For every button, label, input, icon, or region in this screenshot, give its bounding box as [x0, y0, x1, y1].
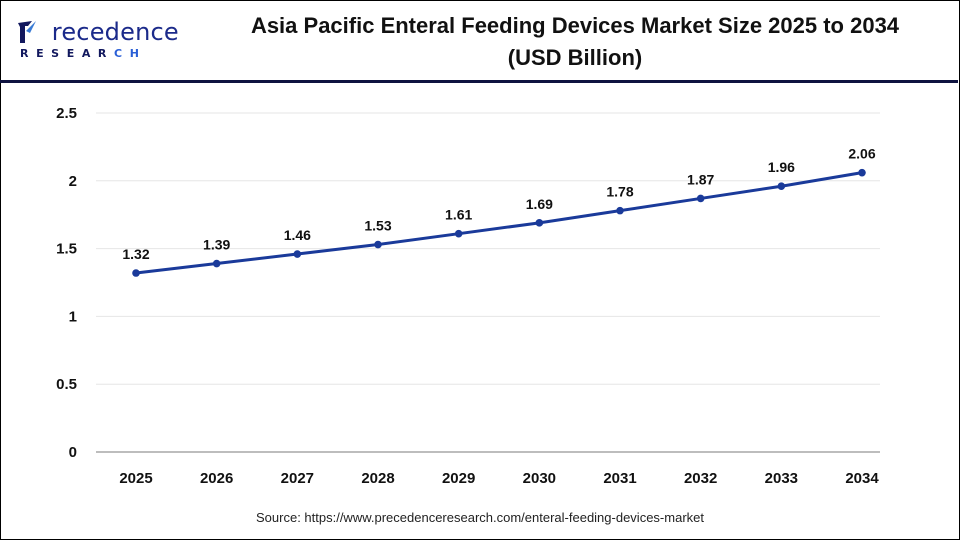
- x-tick-label: 2027: [281, 470, 314, 487]
- y-tick-label: 2.5: [56, 105, 77, 122]
- series-line: [135, 171, 863, 275]
- data-labels: 1.32 1.39 1.46 1.53 1.61 1.69 1.78 1.87 1.96 2.06: [122, 146, 875, 262]
- data-point: [374, 240, 382, 249]
- x-tick-label: 2030: [523, 470, 556, 487]
- chart-subtitle: (USD Billion): [507, 45, 643, 70]
- data-point: [212, 259, 221, 268]
- data-label: 1.61: [445, 207, 472, 223]
- data-point: [777, 182, 786, 191]
- source-text: Source: https://www.precedenceresearch.c…: [256, 510, 704, 525]
- chart-title: Asia Pacific Enteral Feeding Devices Mar…: [190, 10, 960, 74]
- data-point: [858, 168, 866, 177]
- x-tick-label: 2029: [442, 470, 475, 487]
- x-tick-label: 2028: [361, 470, 394, 487]
- data-point: [535, 219, 544, 227]
- data-label: 2.06: [848, 146, 875, 162]
- data-point: [696, 194, 705, 203]
- data-label: 1.87: [687, 171, 714, 187]
- data-label: 1.69: [526, 196, 553, 212]
- x-tick-label: 2026: [200, 470, 233, 487]
- x-tick-label: 2032: [684, 470, 717, 487]
- gridlines: [96, 112, 880, 385]
- data-label: 1.39: [203, 237, 230, 253]
- data-point: [293, 250, 302, 258]
- data-point: [132, 269, 140, 277]
- leaf-p-logo-icon: [18, 21, 36, 43]
- data-point: [616, 206, 624, 215]
- y-tick-label: 2: [69, 173, 77, 190]
- x-tick-label: 2025: [119, 470, 152, 487]
- x-tick-label: 2033: [765, 470, 798, 487]
- data-label: 1.78: [606, 184, 633, 200]
- x-axis-ticks: 2025 2026 2027 2028 2029 2030 2031 2032 2033 2034: [119, 470, 879, 487]
- y-tick-label: 0: [69, 444, 77, 461]
- precedence-research-logo: Precedence RESEARCH: [16, 18, 179, 66]
- data-points: [132, 168, 866, 277]
- data-label: 1.32: [122, 246, 149, 262]
- x-tick-label: 2031: [603, 470, 636, 487]
- y-tick-label: 1: [69, 308, 77, 325]
- data-label: 1.53: [364, 218, 391, 234]
- header-divider: [0, 80, 958, 83]
- chart-title-line: Asia Pacific Enteral Feeding Devices Mar…: [250, 13, 900, 38]
- header: Precedence RESEARCH Asia Pacific Enteral…: [0, 0, 960, 85]
- data-point: [454, 229, 463, 238]
- logo-wordmark: Precedence: [51, 18, 179, 46]
- y-tick-label: 1.5: [56, 241, 77, 258]
- y-axis-ticks: 0 0.5 1 1.5 2 2.5: [56, 105, 77, 461]
- y-tick-label: 0.5: [56, 376, 77, 393]
- x-tick-label: 2034: [845, 470, 879, 487]
- data-label: 1.46: [284, 227, 311, 243]
- data-label: 1.96: [768, 159, 795, 175]
- logo-subtitle: RESEARCH: [20, 47, 147, 60]
